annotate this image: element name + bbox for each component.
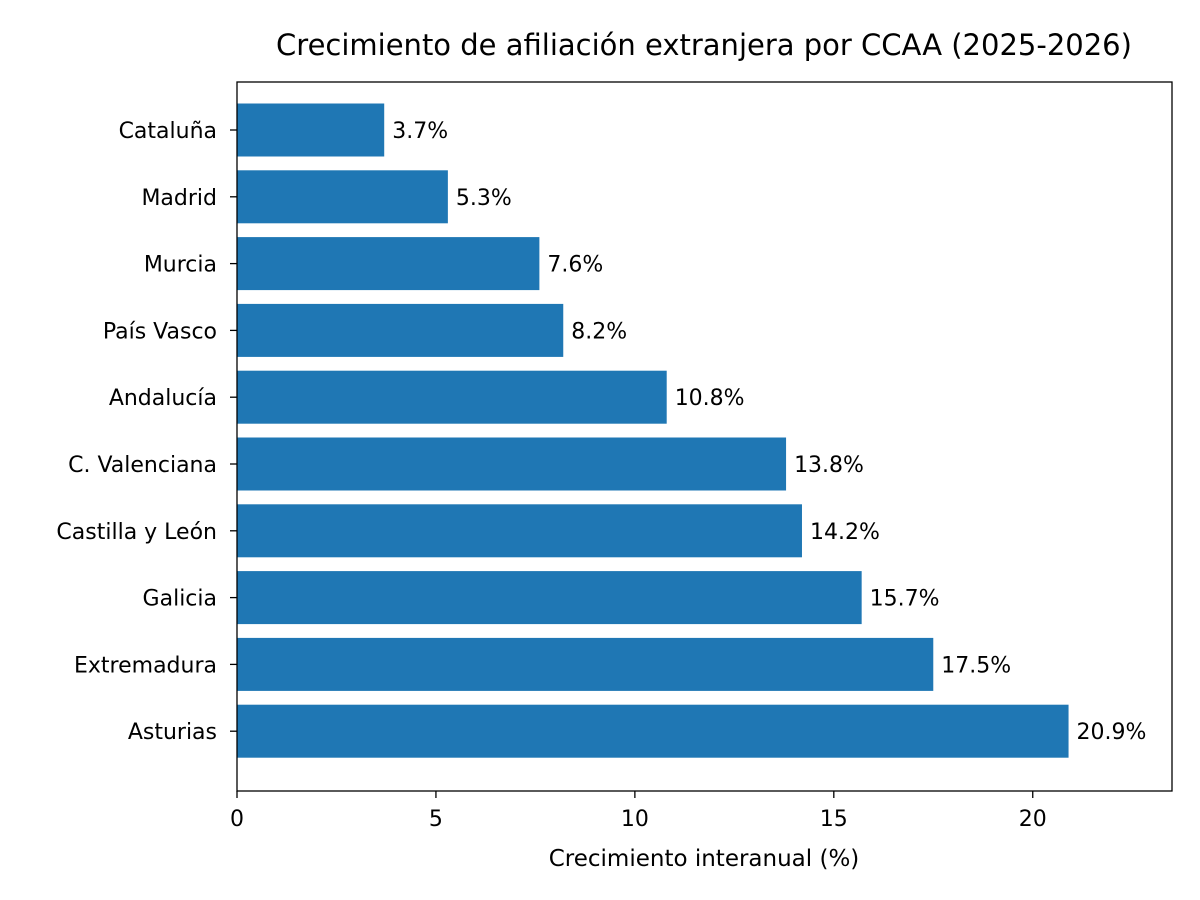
data-label-madrid: 5.3% xyxy=(456,186,512,211)
bar-c-valenciana xyxy=(237,437,787,491)
bar-castilla-y-leon xyxy=(237,504,802,558)
bar-galicia xyxy=(237,571,862,625)
x-tick-label-5: 5 xyxy=(429,807,443,832)
data-label-cataluna: 3.7% xyxy=(392,119,448,144)
data-label-murcia: 7.6% xyxy=(547,253,603,278)
bars-group xyxy=(237,103,1069,758)
x-tick-label-15: 15 xyxy=(820,807,848,832)
data-label-andalucia: 10.8% xyxy=(675,386,745,411)
bar-andalucia xyxy=(237,370,667,424)
x-tick-label-20: 20 xyxy=(1019,807,1047,832)
data-label-extremadura: 17.5% xyxy=(941,653,1011,678)
data-label-c-valenciana: 13.8% xyxy=(794,453,864,478)
bar-asturias xyxy=(237,704,1069,758)
y-tick-label-pais-vasco: País Vasco xyxy=(103,319,217,344)
data-labels-group: 3.7% 5.3% 7.6% 8.2% 10.8% 13.8% 14.2% 15.7% 17.5… xyxy=(392,119,1146,745)
y-tick-label-castilla-y-leon: Castilla y León xyxy=(56,520,217,545)
y-tick-label-galicia: Galicia xyxy=(143,587,217,612)
y-axis-group: Cataluña Madrid Murcia País Vasco Andalucía C… xyxy=(56,119,237,745)
y-tick-label-extremadura: Extremadura xyxy=(74,653,217,678)
x-axis-label: Crecimiento interanual (%) xyxy=(549,846,860,872)
data-label-pais-vasco: 8.2% xyxy=(571,319,627,344)
y-tick-label-andalucia: Andalucía xyxy=(109,386,217,411)
bar-madrid xyxy=(237,170,448,224)
chart-title: Crecimiento de afiliación extranjera por… xyxy=(276,28,1132,62)
x-axis-group: 0 5 10 15 20 xyxy=(230,791,1047,832)
y-tick-label-murcia: Murcia xyxy=(144,253,217,278)
bar-murcia xyxy=(237,237,540,291)
y-tick-label-c-valenciana: C. Valenciana xyxy=(68,453,217,478)
x-tick-label-10: 10 xyxy=(621,807,649,832)
plot-area-frame xyxy=(236,81,1173,792)
data-label-castilla-y-leon: 14.2% xyxy=(810,520,880,545)
y-tick-label-asturias: Asturias xyxy=(128,720,217,745)
y-tick-label-madrid: Madrid xyxy=(141,186,217,211)
bar-cataluna xyxy=(237,103,385,157)
data-label-galicia: 15.7% xyxy=(870,587,940,612)
x-tick-label-0: 0 xyxy=(230,807,244,832)
bar-pais-vasco xyxy=(237,303,564,357)
bar-extremadura xyxy=(237,637,934,691)
y-tick-label-cataluna: Cataluña xyxy=(119,119,217,144)
data-label-asturias: 20.9% xyxy=(1077,720,1147,745)
